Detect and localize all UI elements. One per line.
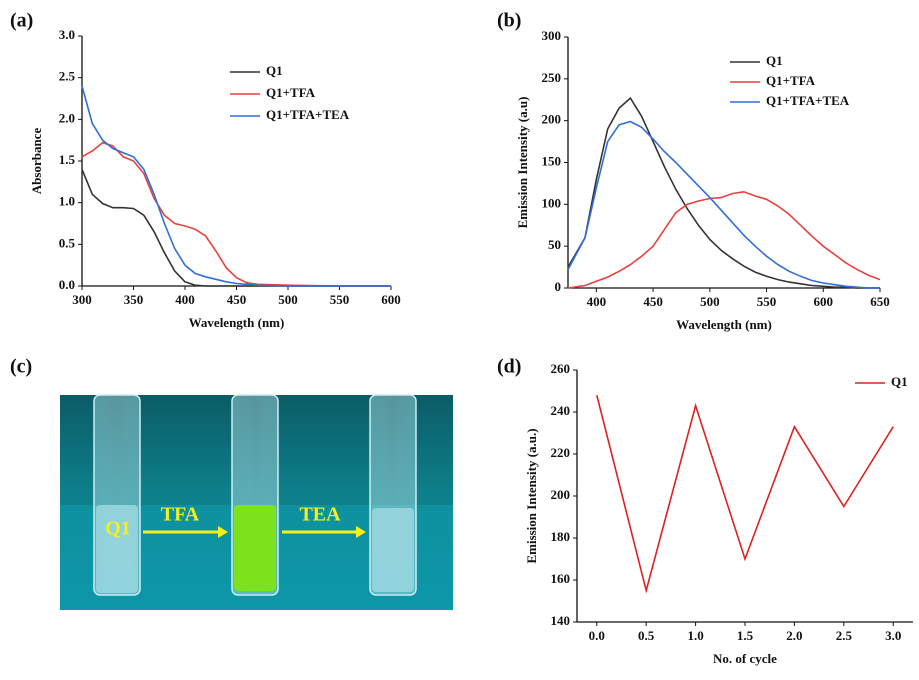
panel: (a) 300 350 400 450 500 550 600 0.0 0.5 1.0 1.5 2.0 2… bbox=[10, 10, 401, 330]
x-tick-label: 550 bbox=[757, 294, 777, 309]
legend-label: Q1 bbox=[891, 374, 908, 389]
legend-label: Q1 bbox=[766, 53, 783, 68]
series-line bbox=[567, 96, 880, 289]
y-tick-label: 300 bbox=[542, 28, 562, 43]
panel: (b) 400 450 500 550 600 650 0 50 100 150 200 250 300 W… bbox=[497, 10, 890, 332]
y-tick-label: 160 bbox=[551, 571, 571, 586]
arrow bbox=[143, 526, 366, 538]
y-tick-label: 50 bbox=[548, 237, 561, 252]
x-tick-label: 300 bbox=[72, 292, 92, 307]
y-tick-label: 1.5 bbox=[59, 152, 76, 167]
x-axis-label: Wavelength (nm) bbox=[676, 317, 772, 332]
x-tick-label: 500 bbox=[700, 294, 720, 309]
series-line bbox=[81, 168, 391, 287]
x-axis-label: Wavelength (nm) bbox=[189, 315, 285, 330]
panel-label: (a) bbox=[10, 10, 33, 32]
legend-label: Q1+TFA bbox=[266, 85, 316, 100]
y-tick-label: 2.0 bbox=[59, 110, 75, 125]
x-tick-label: 0.0 bbox=[589, 628, 605, 643]
x-tick-label: 600 bbox=[381, 292, 401, 307]
y-tick-label: 3.0 bbox=[59, 27, 75, 42]
y-axis-label: Absorbance bbox=[29, 128, 44, 195]
series-line bbox=[596, 395, 894, 594]
x-tick-label: 2.5 bbox=[836, 628, 853, 643]
y-tick-label: 180 bbox=[551, 529, 571, 544]
x-tick-label: 350 bbox=[124, 292, 144, 307]
photo-label: TFA bbox=[161, 504, 200, 526]
photo: (c) Q1 TFA TEA bbox=[10, 356, 453, 610]
vial bbox=[93, 394, 141, 596]
x-tick-label: 3.0 bbox=[885, 628, 901, 643]
y-axis-label: Emission Intensity (a.u) bbox=[515, 97, 530, 229]
x-tick-label: 400 bbox=[175, 292, 195, 307]
photo-label: TEA bbox=[299, 504, 341, 526]
x-tick-label: 450 bbox=[227, 292, 247, 307]
x-tick-label: 550 bbox=[330, 292, 350, 307]
series-line bbox=[81, 85, 391, 287]
y-tick-label: 240 bbox=[551, 403, 571, 418]
panel-label: (c) bbox=[10, 356, 32, 378]
y-tick-label: 0 bbox=[555, 279, 562, 294]
x-tick-label: 1.5 bbox=[737, 628, 754, 643]
x-tick-label: 500 bbox=[278, 292, 298, 307]
x-tick-label: 450 bbox=[643, 294, 663, 309]
legend-label: Q1+TFA+TEA bbox=[266, 107, 350, 122]
y-tick-label: 200 bbox=[551, 487, 571, 502]
panel: (d) 0.0 0.5 1.0 1.5 2.0 2.5 3.0 140 160 180 200 220 2… bbox=[497, 356, 913, 666]
x-axis-label: No. of cycle bbox=[713, 651, 777, 666]
legend-label: Q1+TFA+TEA bbox=[766, 93, 850, 108]
legend-label: Q1+TFA bbox=[766, 73, 816, 88]
y-tick-label: 200 bbox=[542, 112, 562, 127]
series-line bbox=[567, 120, 880, 289]
x-tick-label: 2.0 bbox=[786, 628, 802, 643]
y-axis-label: Emission Intensity (a.u.) bbox=[524, 428, 539, 563]
y-tick-label: 260 bbox=[551, 361, 571, 376]
y-tick-label: 150 bbox=[542, 153, 562, 168]
x-tick-label: 600 bbox=[814, 294, 834, 309]
x-tick-label: 400 bbox=[587, 294, 607, 309]
y-tick-label: 100 bbox=[542, 195, 562, 210]
y-tick-label: 2.5 bbox=[59, 69, 76, 84]
photo-label: Q1 bbox=[105, 518, 131, 540]
x-tick-label: 650 bbox=[870, 294, 890, 309]
legend-label: Q1 bbox=[266, 63, 283, 78]
y-tick-label: 0.5 bbox=[59, 235, 76, 250]
panel-label: (b) bbox=[497, 10, 521, 32]
y-tick-label: 250 bbox=[542, 70, 562, 85]
panel-label: (d) bbox=[497, 356, 521, 378]
y-tick-label: 140 bbox=[551, 613, 571, 628]
series-line bbox=[81, 141, 391, 287]
y-tick-label: 1.0 bbox=[59, 194, 75, 209]
x-tick-label: 0.5 bbox=[638, 628, 655, 643]
x-tick-label: 1.0 bbox=[687, 628, 703, 643]
vial bbox=[231, 394, 279, 596]
y-tick-label: 220 bbox=[551, 445, 571, 460]
vial bbox=[369, 394, 417, 596]
y-tick-label: 0.0 bbox=[59, 277, 75, 292]
series-line bbox=[567, 190, 881, 289]
